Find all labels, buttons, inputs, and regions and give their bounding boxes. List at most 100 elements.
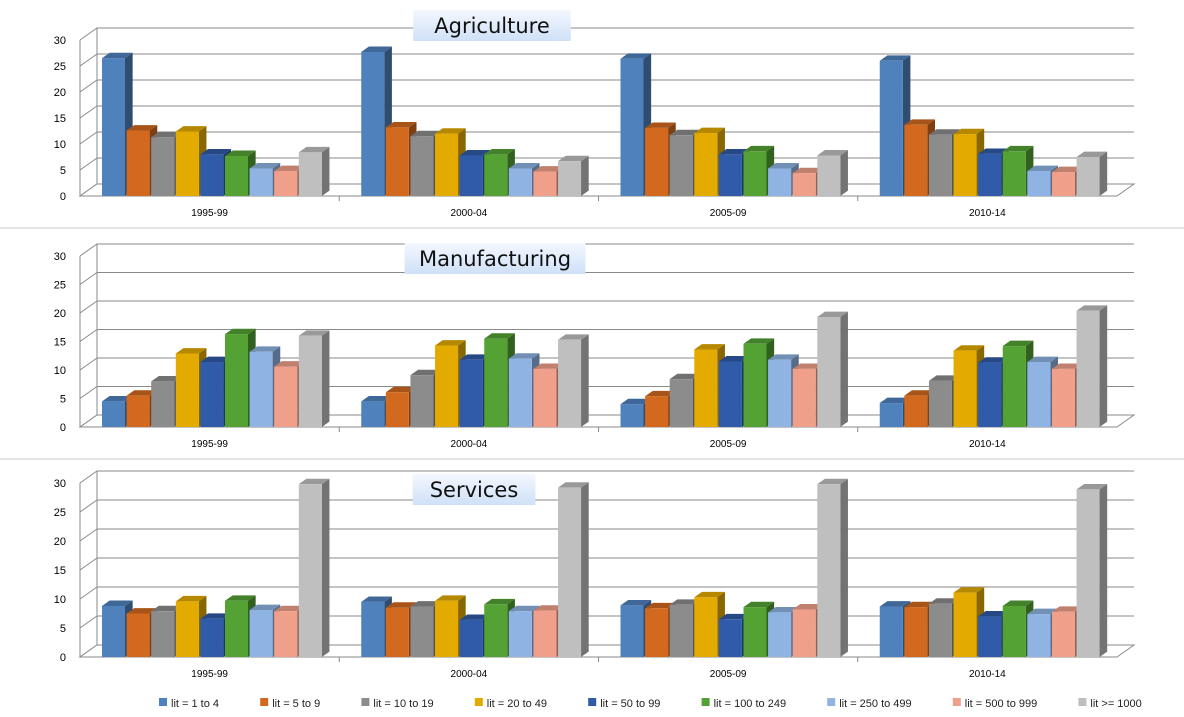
bar-top xyxy=(274,165,305,172)
x-tick-label: 2010-14 xyxy=(969,439,1006,450)
bar-top xyxy=(249,346,281,352)
y-tick-label: 30 xyxy=(54,251,66,263)
bar-top xyxy=(879,55,911,61)
bar-front xyxy=(200,618,224,657)
bar-front xyxy=(1051,611,1075,657)
bar-front xyxy=(225,600,248,657)
legend-label: lit >= 1000 xyxy=(1090,698,1141,710)
bar-top xyxy=(102,395,133,402)
bar-front xyxy=(817,316,841,427)
x-tick-label: 2005-09 xyxy=(710,439,747,450)
bar-top xyxy=(645,602,676,609)
bar-top xyxy=(558,155,589,162)
legend-item-lit-500-to-999: lit = 500 to 999 xyxy=(952,698,1037,710)
bar-front xyxy=(558,339,582,427)
y-tick-label: 25 xyxy=(54,280,66,292)
bar-top xyxy=(718,149,750,155)
bar-front xyxy=(645,396,669,427)
legend-label: lit = 500 to 999 xyxy=(965,698,1037,710)
gridline xyxy=(79,53,1134,67)
bar-top xyxy=(175,595,207,602)
bar-front xyxy=(274,171,298,196)
bar-top xyxy=(385,386,417,393)
bar-front xyxy=(768,612,792,657)
bar-front xyxy=(1076,310,1100,427)
bar-side xyxy=(581,482,589,657)
legend-label: lit = 100 to 249 xyxy=(714,698,786,710)
chart-title: Manufacturing xyxy=(419,247,571,271)
y-tick-label: 30 xyxy=(54,478,66,490)
bar-front xyxy=(694,349,718,427)
bar-front xyxy=(953,350,977,427)
bar-top xyxy=(1076,151,1108,157)
x-tick-label: 1995-99 xyxy=(191,439,228,450)
bar-top xyxy=(361,395,392,402)
bar-front xyxy=(743,343,767,427)
bar-top xyxy=(225,595,256,601)
bar-front xyxy=(694,133,718,196)
bar-front xyxy=(978,616,1002,657)
bar-top xyxy=(200,356,232,363)
bar-lit-1000-2000-04 xyxy=(558,155,589,196)
bar-lit-1000-2005-09 xyxy=(817,150,848,196)
y-tick-label: 5 xyxy=(60,394,66,406)
bar-top xyxy=(1027,356,1058,363)
y-tick-label: 0 xyxy=(60,422,66,434)
y-tick-label: 20 xyxy=(54,536,66,548)
y-tick-label: 0 xyxy=(60,652,66,664)
bar-top xyxy=(768,606,799,613)
y-tick-label: 30 xyxy=(54,35,66,47)
bar-top xyxy=(102,52,133,59)
bar-front xyxy=(274,366,298,427)
bar-front xyxy=(361,401,385,427)
bar-front xyxy=(385,607,409,657)
bar-front xyxy=(879,403,903,427)
legend-item-lit-50-to-99: lit = 50 to 99 xyxy=(588,698,660,710)
bar-top xyxy=(126,125,158,131)
bar-top xyxy=(620,53,652,59)
bar-lit-1000-1995-99 xyxy=(298,330,330,427)
bar-top xyxy=(200,613,232,619)
gridline xyxy=(79,470,1134,484)
bar-front xyxy=(298,152,322,196)
bar-front xyxy=(792,609,816,657)
legend-swatch xyxy=(159,698,167,706)
bar-front xyxy=(508,611,532,657)
bar-front xyxy=(151,381,175,427)
bar-top xyxy=(669,373,701,380)
bar-front xyxy=(151,137,175,196)
gridline xyxy=(79,79,1134,93)
bar-front xyxy=(1076,489,1100,657)
bar-top xyxy=(743,601,775,608)
bar-top xyxy=(817,150,848,156)
bar-front xyxy=(669,604,693,657)
bar-side xyxy=(321,146,330,196)
bar-top xyxy=(792,363,824,369)
bar-side xyxy=(581,155,589,196)
bar-top xyxy=(410,601,442,607)
bar-lit-1000-1995-99 xyxy=(298,146,330,196)
legend-label: lit = 50 to 99 xyxy=(600,698,660,710)
y-tick-label: 0 xyxy=(60,191,66,203)
gridline xyxy=(79,499,1134,513)
gridline xyxy=(79,300,1134,314)
bar-front xyxy=(533,610,557,657)
bar-top xyxy=(558,482,589,488)
x-tick-label: 1995-99 xyxy=(191,208,228,219)
bar-top xyxy=(978,357,1009,363)
bar-front xyxy=(904,395,928,427)
x-tick-label: 2010-14 xyxy=(969,669,1006,680)
legend-label: lit = 20 to 49 xyxy=(487,698,547,710)
bar-front xyxy=(126,130,150,196)
bar-top xyxy=(620,599,652,606)
bar-top xyxy=(533,605,565,611)
bar-top xyxy=(385,121,417,128)
bar-front xyxy=(1027,171,1051,196)
bar-top xyxy=(792,604,824,610)
bar-front xyxy=(879,60,903,196)
bar-side xyxy=(840,478,848,657)
bar-top xyxy=(151,605,182,612)
bar-front xyxy=(410,136,434,196)
bar-top xyxy=(928,129,960,135)
bar-front xyxy=(645,608,669,657)
